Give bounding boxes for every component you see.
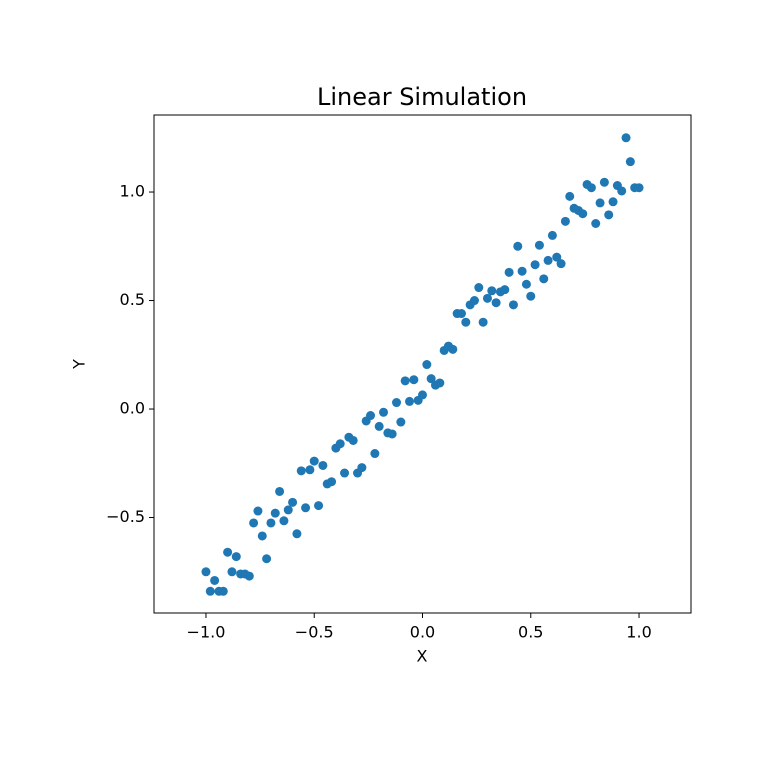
y-tick-label: 0.5	[120, 290, 145, 309]
point	[625, 157, 635, 167]
point	[370, 449, 380, 459]
point	[552, 252, 562, 262]
y-tick-label: 1.0	[120, 182, 145, 201]
point	[405, 396, 415, 406]
point	[604, 210, 614, 220]
point	[205, 586, 215, 596]
x-tick-label: 1.0	[626, 623, 651, 642]
point	[482, 293, 492, 303]
y-tick-label: 0.0	[120, 399, 145, 418]
point	[387, 429, 397, 439]
point	[469, 296, 479, 306]
point	[379, 407, 389, 417]
point	[435, 378, 445, 388]
x-tick-label: 0.0	[410, 623, 435, 642]
point	[270, 508, 280, 518]
point	[461, 317, 471, 327]
point	[400, 376, 410, 386]
point	[266, 518, 276, 528]
point	[565, 191, 575, 201]
point	[500, 285, 510, 295]
point	[526, 291, 536, 301]
point	[275, 486, 285, 496]
point	[257, 531, 267, 541]
point	[578, 209, 588, 219]
x-tick-label: 0.5	[518, 623, 543, 642]
point	[543, 255, 553, 265]
point	[288, 497, 298, 507]
point	[314, 501, 324, 511]
point	[227, 567, 237, 577]
point	[504, 267, 514, 277]
point	[547, 230, 557, 240]
point	[508, 300, 518, 310]
point	[374, 421, 384, 431]
point	[231, 552, 241, 562]
point	[201, 567, 211, 577]
point	[539, 274, 549, 284]
point	[517, 266, 527, 276]
point	[418, 390, 427, 400]
plot-frame	[153, 114, 692, 614]
point	[253, 506, 263, 516]
point	[560, 216, 570, 226]
point	[249, 518, 259, 528]
point	[296, 466, 306, 476]
y-tick-label: −0.5	[106, 507, 145, 526]
point	[530, 260, 540, 270]
point	[357, 463, 367, 473]
point	[426, 374, 436, 384]
chart-title: Linear Simulation	[317, 83, 527, 111]
point	[634, 183, 644, 193]
point	[474, 283, 484, 293]
point	[448, 344, 458, 354]
point	[608, 197, 618, 207]
point	[305, 465, 315, 475]
point	[340, 468, 350, 478]
point	[487, 286, 497, 296]
point	[621, 133, 631, 143]
point	[283, 505, 293, 515]
x-axis-label: X	[417, 647, 428, 666]
point	[556, 259, 566, 269]
point	[513, 241, 523, 251]
point	[244, 571, 254, 581]
point	[422, 360, 432, 370]
point	[617, 186, 627, 196]
point	[218, 586, 228, 596]
point	[534, 240, 544, 250]
point	[591, 218, 601, 228]
point	[348, 435, 358, 445]
point	[210, 575, 220, 585]
point	[318, 460, 328, 470]
point	[599, 177, 609, 187]
x-tick-label: −0.5	[295, 623, 334, 642]
point	[586, 183, 596, 193]
point	[521, 279, 531, 289]
point	[491, 298, 501, 308]
x-tick-label: −1.0	[187, 623, 226, 642]
point	[327, 477, 337, 487]
point	[396, 417, 406, 427]
point	[262, 554, 272, 564]
point	[366, 411, 376, 421]
point	[292, 529, 302, 539]
point	[392, 398, 402, 408]
point	[279, 516, 289, 526]
point	[223, 547, 233, 557]
point	[409, 375, 419, 385]
point	[478, 317, 488, 327]
point	[301, 503, 311, 513]
point	[335, 439, 345, 449]
point	[595, 198, 605, 208]
point	[309, 456, 319, 466]
point	[456, 309, 466, 319]
y-axis-label: Y	[70, 359, 89, 370]
